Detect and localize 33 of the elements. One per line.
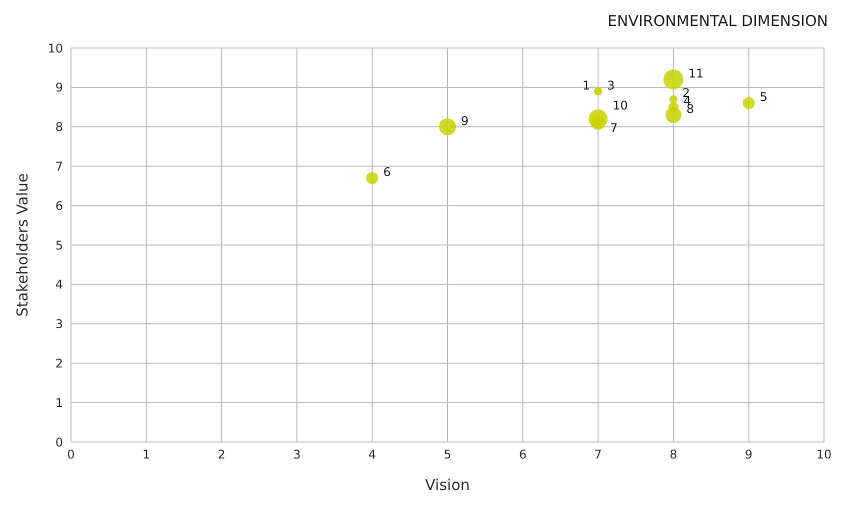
series-label: 3 xyxy=(607,78,615,92)
series-label: 5 xyxy=(760,90,768,104)
x-tick-label: 3 xyxy=(293,448,301,462)
series-label: 6 xyxy=(383,165,391,180)
y-tick-label: 10 xyxy=(48,41,63,56)
x-tick-label: 1 xyxy=(142,448,150,462)
x-axis-title: Vision xyxy=(425,476,470,494)
x-tick-label: 0 xyxy=(67,448,75,462)
x-tick-label: 2 xyxy=(218,448,226,462)
y-tick-label: 7 xyxy=(55,159,63,174)
x-tick-label: 5 xyxy=(444,448,452,462)
x-tick-label: 6 xyxy=(518,448,527,462)
chart-title: ENVIRONMENTAL DIMENSION xyxy=(608,12,828,30)
x-tick-label: 9 xyxy=(744,448,753,462)
x-tick-label: 10 xyxy=(816,448,832,462)
series-label: 11 xyxy=(688,66,704,81)
x-tick-label: 7 xyxy=(594,448,602,462)
y-tick-label: 6 xyxy=(55,198,63,213)
y-tick-label: 2 xyxy=(55,356,63,370)
y-tick-label: 1 xyxy=(55,396,63,410)
x-tick-label: 8 xyxy=(670,448,678,462)
series-label: 10 xyxy=(612,98,628,112)
y-tick-label: 8 xyxy=(55,120,63,134)
series-label: 9 xyxy=(460,114,469,128)
y-tick-label: 4 xyxy=(55,278,63,292)
series-label: 1 xyxy=(582,78,590,92)
y-tick-label: 5 xyxy=(55,238,63,252)
x-tick-label: 4 xyxy=(368,448,376,462)
y-tick-label: 0 xyxy=(55,435,63,450)
y-tick-label: 9 xyxy=(55,80,63,95)
y-tick-label: 3 xyxy=(55,317,63,332)
series-label: 7 xyxy=(610,120,618,135)
y-axis-title: Stakeholders Value xyxy=(13,173,32,317)
